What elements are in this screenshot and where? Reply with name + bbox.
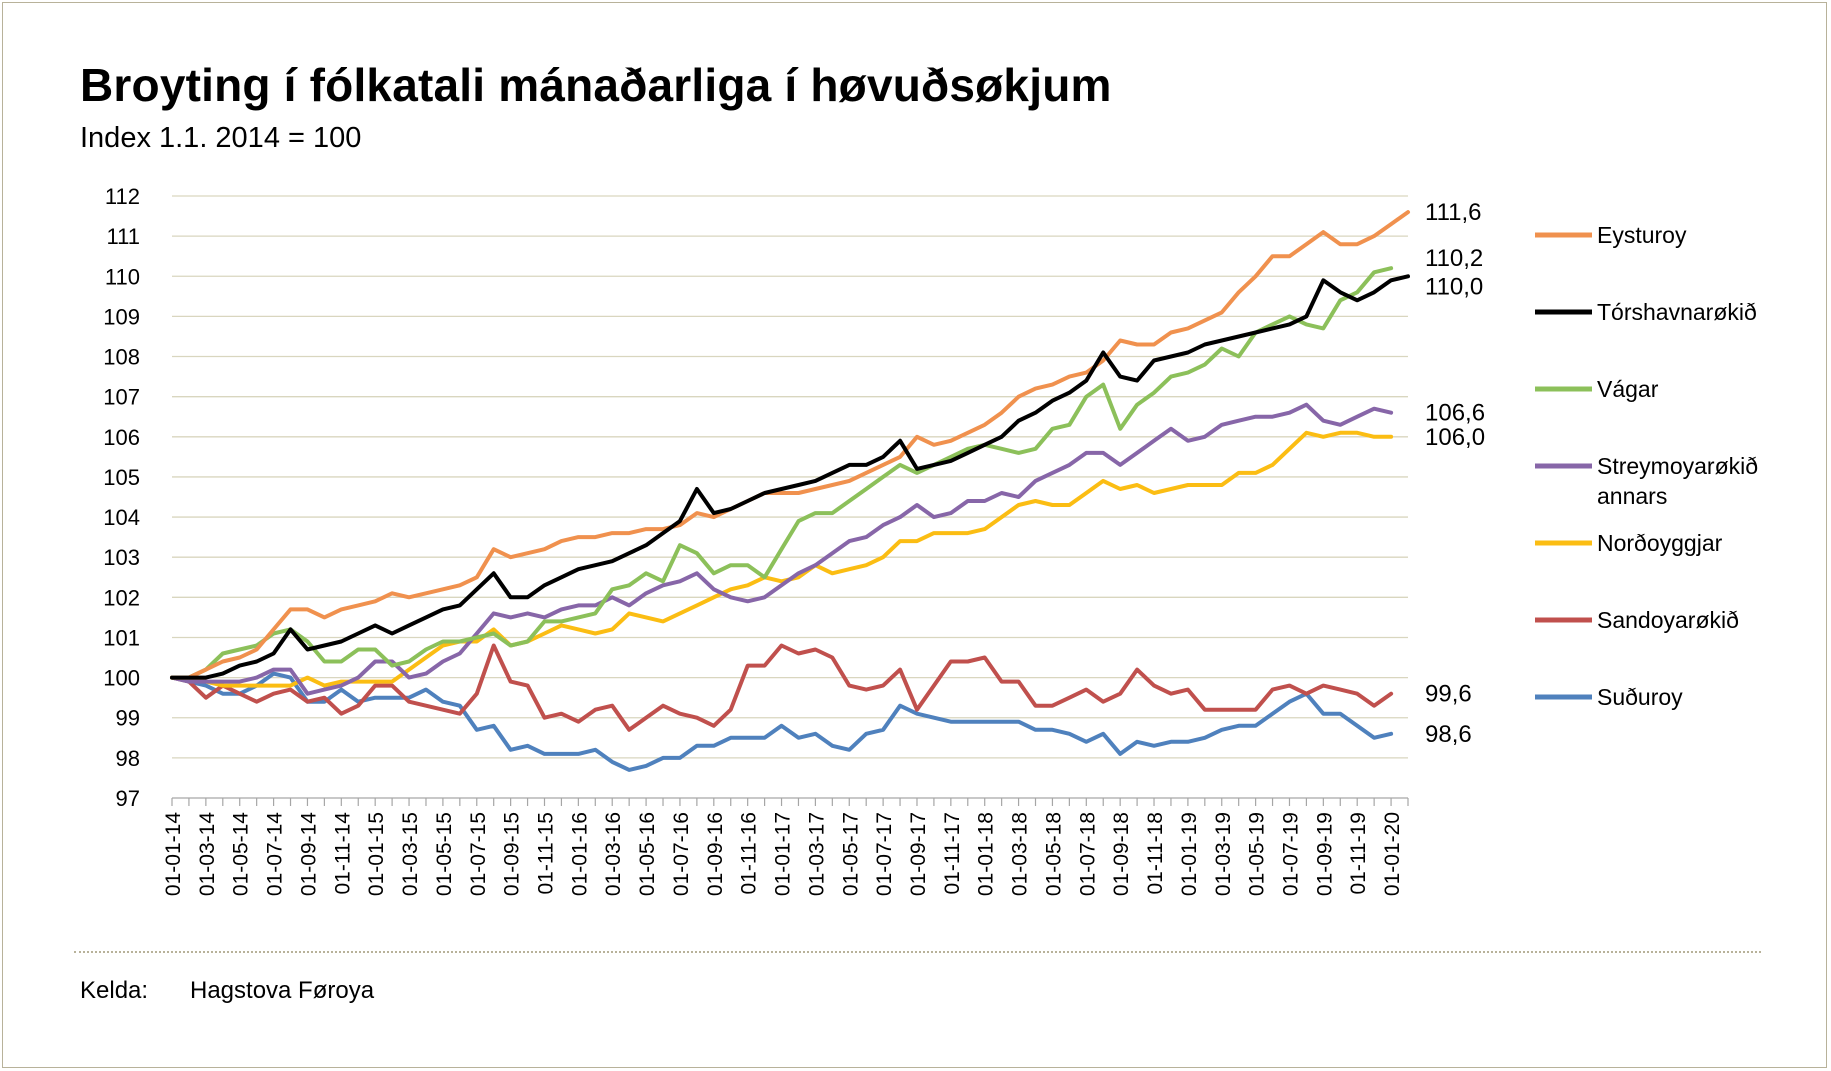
end-label: 110,2 — [1425, 245, 1483, 272]
end-label: 106,0 — [1425, 424, 1485, 451]
series-line-4 — [170, 430, 1394, 688]
y-tick-label: 109 — [103, 304, 140, 329]
x-tick-label: 01-09-16 — [704, 812, 727, 896]
chart-title: Broyting í fólkatali mánaðarliga í høvuð… — [80, 59, 1112, 111]
series-line-0 — [170, 210, 1410, 680]
gridlines — [172, 195, 1408, 799]
source-label: Kelda: — [80, 977, 149, 1004]
x-tick-label: 01-01-15 — [365, 812, 388, 896]
x-tick-label: 01-11-15 — [534, 812, 557, 895]
x-tick-label: 01-05-14 — [230, 812, 253, 896]
x-tick-label: 01-09-18 — [1110, 812, 1133, 896]
series-line-2 — [170, 266, 1394, 680]
source-value: Hagstova Føroya — [190, 977, 375, 1004]
x-tick-label: 01-11-18 — [1144, 812, 1167, 895]
legend-label: Vágar — [1597, 376, 1659, 402]
legend-label: Eysturoy — [1597, 222, 1687, 248]
x-tick-label: 01-07-17 — [873, 812, 896, 896]
y-tick-label: 106 — [103, 425, 140, 450]
legend-label: Streymoyarøkið — [1597, 453, 1758, 479]
end-label: 110,0 — [1425, 273, 1483, 300]
x-tick-label: 01-07-18 — [1076, 812, 1099, 896]
x-tick-label: 01-01-14 — [162, 812, 185, 896]
footer-divider — [74, 951, 1761, 953]
end-label: 99,6 — [1425, 681, 1472, 708]
end-label: 111,6 — [1425, 199, 1482, 226]
series-line-1 — [170, 274, 1410, 680]
end-label: 98,6 — [1425, 721, 1472, 748]
legend-label: annars — [1597, 483, 1667, 509]
end-label: 106,6 — [1425, 400, 1485, 427]
legend-label: Norðoyggjar — [1597, 530, 1723, 556]
x-tick-label: 01-09-14 — [297, 812, 320, 896]
x-tick-label: 01-11-19 — [1347, 812, 1370, 895]
x-tick-label: 01-07-15 — [467, 812, 490, 896]
x-tick-label: 01-11-17 — [941, 812, 964, 895]
y-tick-label: 102 — [103, 585, 140, 610]
x-tick-label: 01-03-15 — [399, 812, 422, 896]
series-line-6 — [170, 671, 1394, 772]
legend: Eysturoy Tórshavnarøkið Vágar Streymoyarøki… — [1535, 222, 1758, 710]
y-axis: 97 98 99 100 101 102 103 104 105 106 107 108 109 110 1… — [103, 184, 140, 811]
legend-label: Tórshavnarøkið — [1597, 299, 1757, 325]
y-tick-label: 110 — [105, 264, 140, 289]
x-tick-label: 01-07-19 — [1279, 812, 1302, 896]
x-tick-label: 01-05-15 — [433, 812, 456, 896]
x-tick-label: 01-01-16 — [568, 812, 591, 896]
x-tick-label: 01-11-16 — [738, 812, 761, 895]
x-tick-label: 01-01-18 — [975, 812, 998, 896]
series-line-3 — [170, 402, 1394, 696]
x-tick-label: 01-03-18 — [1009, 812, 1032, 896]
x-tick-label: 01-01-19 — [1178, 812, 1201, 896]
x-tick-label: 01-03-14 — [196, 812, 219, 896]
x-tick-label: 01-01-20 — [1381, 812, 1404, 896]
y-tick-label: 105 — [103, 465, 140, 490]
x-tick-label: 01-05-17 — [839, 812, 862, 896]
x-tick-label: 01-01-17 — [772, 812, 795, 896]
y-tick-label: 112 — [105, 184, 140, 209]
x-tick-label: 01-07-14 — [264, 812, 287, 896]
x-tick-label: 01-07-16 — [670, 812, 693, 896]
legend-label: Suðuroy — [1597, 684, 1683, 710]
y-tick-label: 98 — [116, 746, 140, 771]
series-line-5 — [170, 643, 1394, 732]
x-tick-label: 01-09-19 — [1313, 812, 1336, 896]
y-tick-label: 107 — [103, 385, 140, 410]
x-tick-label: 01-09-15 — [501, 812, 524, 896]
x-tick-label: 01-05-19 — [1246, 812, 1269, 896]
y-tick-label: 97 — [116, 786, 140, 811]
y-tick-label: 100 — [103, 666, 140, 691]
x-tick-label: 01-03-19 — [1212, 812, 1235, 896]
y-tick-label: 104 — [103, 505, 140, 530]
x-axis: 01-01-14 01-03-14 01-05-14 01-07-14 01-09-14… — [162, 798, 1409, 896]
series-lines — [170, 210, 1410, 772]
y-tick-label: 99 — [116, 706, 140, 731]
y-tick-label: 108 — [103, 345, 140, 370]
x-tick-label: 01-03-16 — [602, 812, 625, 896]
y-tick-label: 101 — [103, 625, 140, 650]
x-tick-label: 01-11-14 — [331, 812, 354, 895]
y-tick-label: 103 — [103, 545, 140, 570]
x-tick-label: 01-05-18 — [1042, 812, 1065, 896]
x-tick-label: 01-03-17 — [805, 812, 828, 896]
chart-subtitle: Index 1.1. 2014 = 100 — [80, 122, 362, 154]
x-tick-label: 01-09-17 — [907, 812, 930, 896]
x-tick-label: 01-05-16 — [636, 812, 659, 896]
legend-label: Sandoyarøkið — [1597, 607, 1739, 633]
y-tick-label: 111 — [107, 224, 140, 249]
